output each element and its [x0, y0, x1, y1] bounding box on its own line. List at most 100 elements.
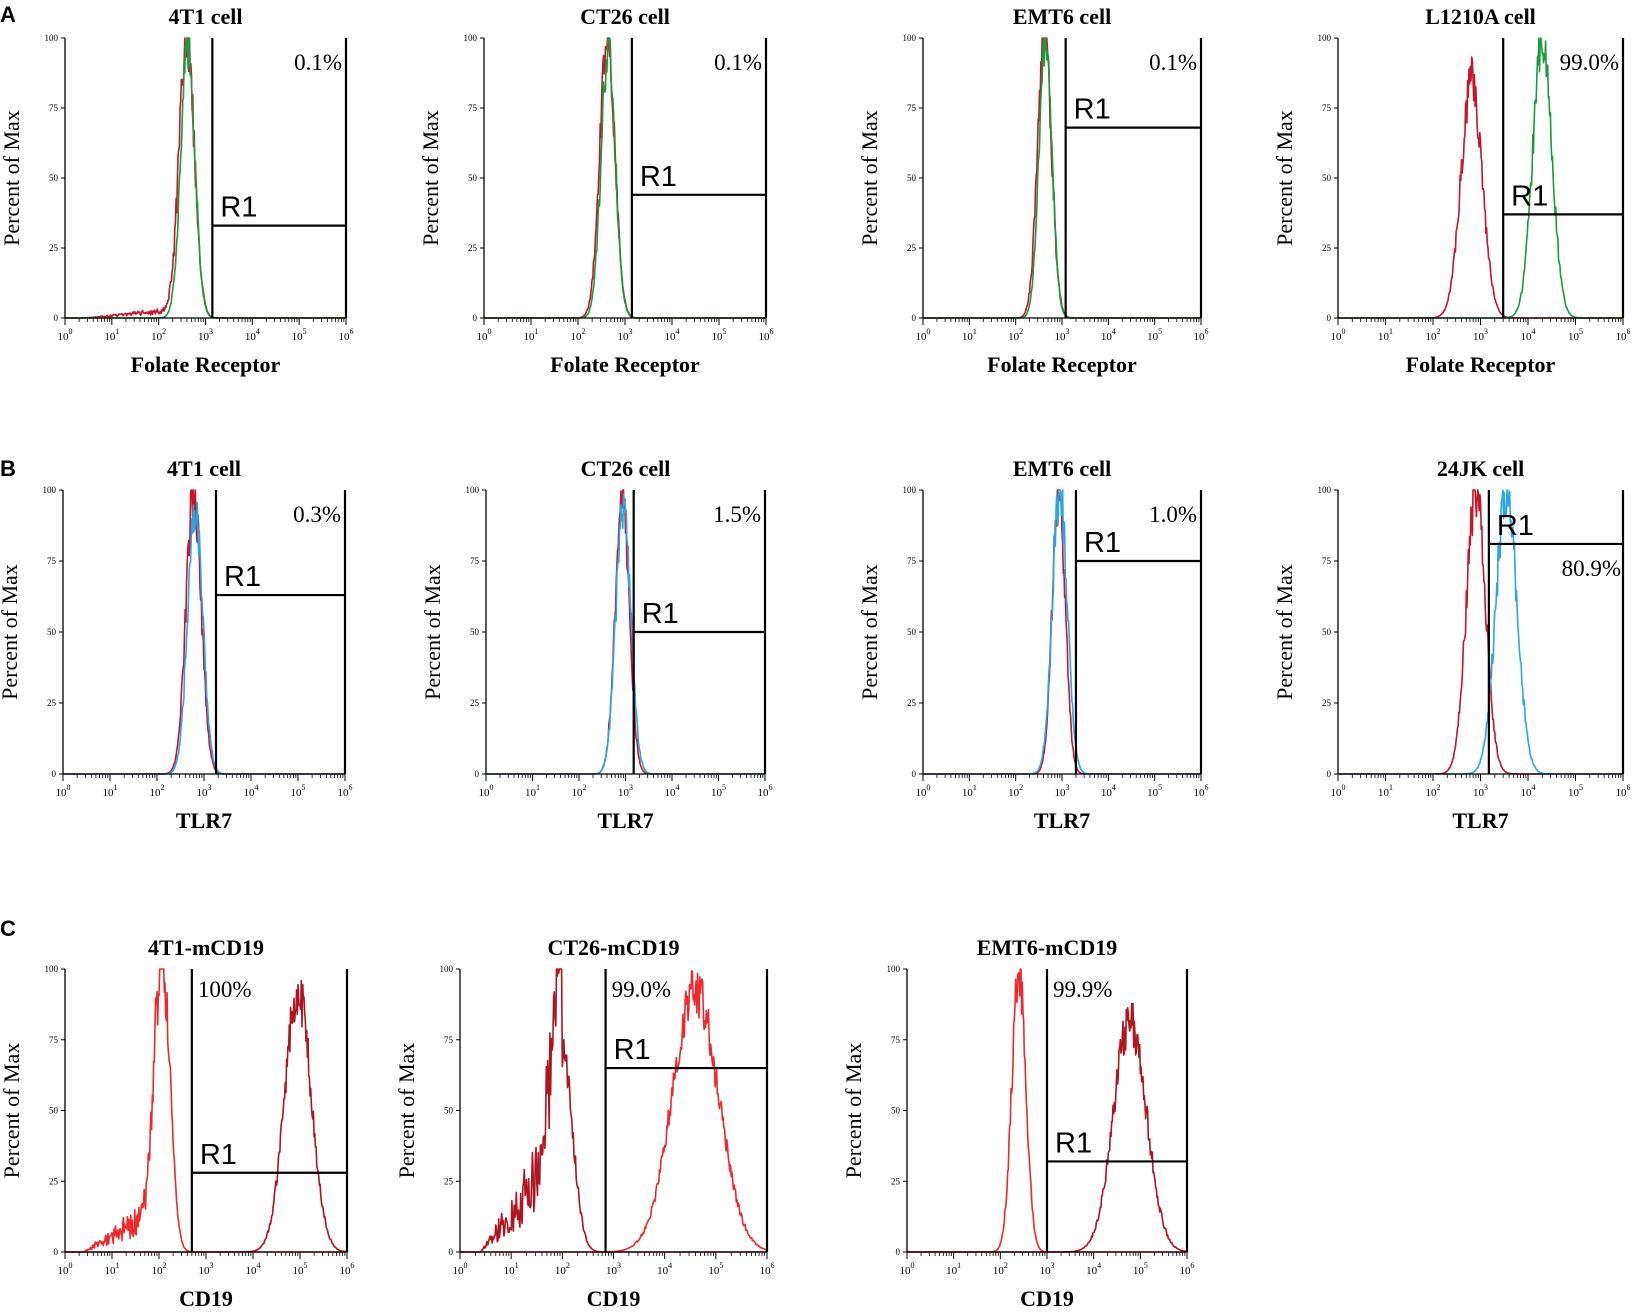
gate-percentage: 1.5% [713, 502, 761, 527]
x-tick-label: 103 [1473, 327, 1488, 343]
x-tick-label: 101 [504, 1261, 519, 1277]
x-tick-exponent: 1 [535, 327, 539, 336]
y-tick-label: 100 [464, 33, 478, 43]
y-tick-label: 0 [449, 1247, 454, 1257]
x-tick-base: 10 [104, 331, 116, 343]
x-tick-label: 105 [1147, 327, 1162, 343]
y-axis-label: Percent of Max [0, 1043, 24, 1179]
x-tick-exponent: 5 [719, 1261, 723, 1270]
x-tick-exponent: 6 [770, 327, 774, 336]
x-tick-exponent: 6 [1205, 783, 1209, 792]
x-tick-base: 10 [657, 1265, 669, 1277]
x-tick-label: 105 [1568, 783, 1583, 799]
y-axis-label: Percent of Max [1272, 110, 1297, 246]
x-tick-exponent: 2 [162, 327, 166, 336]
x-tick-label: 106 [338, 783, 353, 799]
x-tick-exponent: 3 [209, 327, 213, 336]
y-tick-label: 100 [45, 33, 59, 43]
x-tick-exponent: 6 [351, 1261, 355, 1270]
x-tick-label: 101 [524, 327, 539, 343]
x-tick-base: 10 [1616, 787, 1628, 799]
x-tick-exponent: 3 [629, 783, 633, 792]
x-tick-exponent: 0 [1342, 783, 1346, 792]
x-tick-base: 10 [292, 331, 304, 343]
histogram-control-B4 [1337, 489, 1624, 775]
x-tick-label: 106 [1194, 783, 1209, 799]
x-tick-exponent: 2 [566, 1261, 570, 1270]
gate-percentage: 0.1% [714, 50, 762, 75]
chart-title: CT26 cell [581, 456, 671, 481]
x-tick-label: 104 [1086, 1261, 1101, 1277]
x-tick-label: 104 [1521, 327, 1536, 343]
x-tick-label: 103 [1473, 783, 1488, 799]
x-tick-label: 104 [245, 327, 260, 343]
x-tick-exponent: 5 [302, 783, 306, 792]
y-axis-label: Percent of Max [857, 110, 882, 246]
x-tick-exponent: 5 [1144, 1261, 1148, 1270]
x-tick-base: 10 [1180, 1265, 1192, 1277]
gate-name: R1 [220, 192, 257, 224]
x-tick-base: 10 [1331, 331, 1343, 343]
x-tick-exponent: 2 [582, 327, 586, 336]
x-tick-label: 100 [58, 327, 73, 343]
gate-name: R1 [1055, 1127, 1092, 1159]
x-tick-base: 10 [199, 1265, 211, 1277]
x-tick-base: 10 [1055, 787, 1067, 799]
x-tick-base: 10 [1008, 331, 1020, 343]
x-axis-label: TLR7 [176, 808, 232, 833]
x-axis-label: Folate Receptor [987, 352, 1137, 377]
x-tick-base: 10 [606, 1265, 618, 1277]
x-tick-label: 104 [246, 1261, 261, 1277]
x-tick-label: 106 [340, 1261, 355, 1277]
x-tick-base: 10 [946, 1265, 958, 1277]
x-tick-exponent: 2 [583, 783, 587, 792]
x-tick-exponent: 3 [210, 1261, 214, 1270]
x-axis-label: CD19 [1020, 1286, 1074, 1311]
x-axis-label: TLR7 [1452, 808, 1508, 833]
x-tick-exponent: 4 [1112, 783, 1116, 792]
x-tick-base: 10 [1086, 1265, 1098, 1277]
x-axis-label: CD19 [587, 1286, 641, 1311]
chart-title: CT26 cell [580, 4, 670, 29]
x-tick-exponent: 1 [115, 327, 119, 336]
x-tick-label: 100 [477, 327, 492, 343]
x-tick-base: 10 [1473, 331, 1485, 343]
y-tick-label: 0 [475, 769, 480, 779]
x-tick-label: 105 [292, 327, 307, 343]
x-tick-base: 10 [1147, 331, 1159, 343]
gate-name: R1 [642, 598, 679, 630]
x-tick-base: 10 [340, 1265, 352, 1277]
x-tick-label: 104 [665, 327, 680, 343]
x-tick-exponent: 4 [257, 1261, 261, 1270]
x-tick-label: 105 [711, 783, 726, 799]
x-tick-label: 101 [104, 327, 119, 343]
x-tick-label: 102 [1426, 327, 1441, 343]
x-tick-base: 10 [618, 331, 630, 343]
x-tick-base: 10 [293, 1265, 305, 1277]
x-tick-label: 104 [244, 783, 259, 799]
x-tick-base: 10 [103, 787, 115, 799]
gate-percentage: 0.3% [293, 502, 341, 527]
y-tick-label: 0 [54, 313, 59, 323]
x-axis-label: Folate Receptor [131, 352, 281, 377]
x-tick-exponent: 5 [304, 1261, 308, 1270]
x-tick-label: 101 [1378, 783, 1393, 799]
y-tick-label: 100 [466, 485, 480, 495]
x-tick-base: 10 [618, 787, 630, 799]
x-tick-label: 105 [712, 327, 727, 343]
y-tick-label: 75 [49, 103, 59, 113]
x-tick-exponent: 0 [488, 327, 492, 336]
x-tick-base: 10 [339, 331, 351, 343]
x-tick-label: 103 [618, 783, 633, 799]
x-tick-label: 100 [1331, 783, 1346, 799]
x-tick-base: 10 [711, 787, 723, 799]
x-tick-exponent: 5 [1579, 783, 1583, 792]
x-tick-base: 10 [712, 331, 724, 343]
x-tick-exponent: 0 [927, 327, 931, 336]
x-axis-label: TLR7 [597, 808, 653, 833]
x-tick-label: 100 [916, 783, 931, 799]
x-tick-base: 10 [900, 1265, 912, 1277]
